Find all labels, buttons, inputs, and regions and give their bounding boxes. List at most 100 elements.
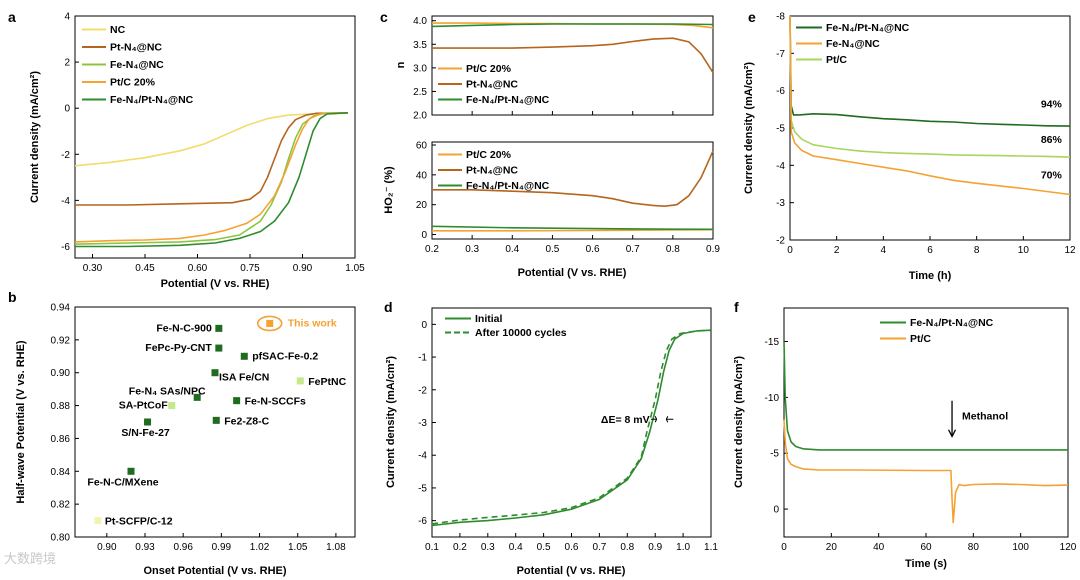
legend-label-e: Fe-N₄/Pt-N₄@NC xyxy=(826,22,910,34)
scatter-point xyxy=(296,377,304,385)
series-line-e xyxy=(789,15,1071,158)
y-tick-label-a: 2 xyxy=(64,58,70,69)
y-tick-label-b: 0.92 xyxy=(51,335,71,346)
scatter-point-label: ISA Fe/CN xyxy=(219,372,269,384)
x-tick-label-e: 2 xyxy=(834,245,840,256)
scatter-point xyxy=(193,393,201,401)
legend-label-a: Fe-N₄/Pt-N₄@NC xyxy=(110,94,194,106)
x-tick-label-a: 0.30 xyxy=(83,263,103,274)
x-tick-label-a: 0.90 xyxy=(293,263,313,274)
x-tick-label-b: 0.96 xyxy=(173,542,193,553)
x-tick-label-f: 20 xyxy=(826,542,838,553)
x-tick-label-f: 0 xyxy=(781,542,787,553)
x-tick-label-e: 8 xyxy=(974,245,980,256)
x-axis-label-d: Potential (V vs. RHE) xyxy=(517,565,626,577)
x-axis-label-e: Time (h) xyxy=(909,270,952,282)
legend-label-c-bottom: Fe-N₄/Pt-N₄@NC xyxy=(466,180,550,192)
x-tick-label-d: 0.7 xyxy=(592,542,606,553)
x-axis-label-f: Time (s) xyxy=(905,558,947,570)
x-tick-label-f: 100 xyxy=(1012,542,1029,553)
x-tick-label-c-bottom: 0.7 xyxy=(626,244,640,255)
y-tick-label-f: -15 xyxy=(765,337,780,348)
panel-label-f: f xyxy=(734,299,739,315)
y-tick-label-c-top: 4.0 xyxy=(413,16,427,27)
series-line-c-bottom xyxy=(431,225,714,231)
legend-label-c-top: Pt-N₄@NC xyxy=(466,79,518,91)
y-tick-label-c-bottom: 40 xyxy=(416,170,428,181)
series-line-a xyxy=(75,112,349,206)
y-axis-label-a: Current density (mA/cm²) xyxy=(29,71,41,203)
y-tick-label-e: -7 xyxy=(776,49,785,60)
retention-label: 94% xyxy=(1041,98,1063,110)
delta-e-arrow-left xyxy=(651,416,658,423)
scatter-point xyxy=(168,402,176,410)
legend-label-c-bottom: Pt-N₄@NC xyxy=(466,165,518,177)
y-tick-label-b: 0.86 xyxy=(51,434,71,445)
x-tick-label-e: 0 xyxy=(787,245,793,256)
x-tick-label-c-bottom: 0.2 xyxy=(425,244,439,255)
scatter-point xyxy=(211,369,219,377)
x-tick-label-d: 0.4 xyxy=(509,542,523,553)
x-tick-label-b: 0.93 xyxy=(135,542,155,553)
y-tick-label-c-bottom: 20 xyxy=(416,200,428,211)
x-tick-label-d: 0.9 xyxy=(648,542,662,553)
y-tick-label-c-bottom: 60 xyxy=(416,140,428,151)
x-tick-label-e: 4 xyxy=(881,245,887,256)
x-tick-label-c-bottom: 0.8 xyxy=(666,244,680,255)
panel-label-e: e xyxy=(748,9,756,25)
scatter-point xyxy=(240,352,248,360)
x-tick-label-b: 1.05 xyxy=(288,542,308,553)
legend-label-f: Fe-N₄/Pt-N₄@NC xyxy=(910,317,994,329)
legend-label-d: Initial xyxy=(475,313,503,325)
y-tick-label-a: 0 xyxy=(64,104,70,115)
y-tick-label-d: -4 xyxy=(418,451,427,462)
y-axis-label-b: Half-wave Potential (V vs. RHE) xyxy=(15,340,27,504)
scatter-point-label: FePc-Py-CNT xyxy=(145,342,212,354)
y-tick-label-f: -10 xyxy=(765,393,780,404)
series-line-e xyxy=(789,15,1071,196)
y-tick-label-d: -6 xyxy=(418,516,427,527)
series-line-d xyxy=(431,329,712,527)
legend-label-e: Pt/C xyxy=(826,54,847,66)
x-tick-label-d: 0.5 xyxy=(537,542,551,553)
x-tick-label-d: 0.8 xyxy=(620,542,634,553)
y-tick-label-a: -2 xyxy=(61,150,70,161)
series-line-f xyxy=(783,341,1068,451)
y-tick-label-f: 0 xyxy=(773,505,779,516)
plot-frame-c-top xyxy=(431,15,714,116)
x-tick-label-e: 6 xyxy=(927,245,933,256)
plot-frame-d xyxy=(431,307,712,538)
y-tick-label-c-top: 2.0 xyxy=(413,111,427,122)
legend-label-a: Fe-N₄@NC xyxy=(110,59,164,71)
methanol-annotation: Methanol xyxy=(962,411,1008,423)
x-tick-label-f: 80 xyxy=(968,542,980,553)
legend-label-d: After 10000 cycles xyxy=(475,327,567,339)
x-axis-label-a: Potential (V vs. RHE) xyxy=(161,278,270,290)
x-tick-label-c-bottom: 0.5 xyxy=(545,244,559,255)
y-axis-label-e: Current density (mA/cm²) xyxy=(743,62,755,194)
x-tick-label-c-bottom: 0.6 xyxy=(586,244,600,255)
x-tick-label-f: 60 xyxy=(920,542,932,553)
y-tick-label-b: 0.94 xyxy=(51,303,71,314)
panel-label-d: d xyxy=(384,299,393,315)
legend-label-c-bottom: Pt/C 20% xyxy=(466,149,512,161)
watermark: 大数跨境 xyxy=(4,551,57,566)
y-tick-label-d: 0 xyxy=(421,320,427,331)
series-line-a xyxy=(74,112,349,245)
y-axis-label-c-top: n xyxy=(395,61,407,68)
scatter-point-label: Fe-N₄ SAs/NPC xyxy=(129,385,206,397)
methanol-arrow-head xyxy=(947,429,957,438)
series-line-e xyxy=(789,15,1071,127)
y-tick-label-a: -4 xyxy=(61,196,70,207)
panel-label-b: b xyxy=(8,289,17,305)
x-tick-label-f: 40 xyxy=(873,542,885,553)
y-tick-label-a: -6 xyxy=(61,242,70,253)
legend-label-c-top: Pt/C 20% xyxy=(466,63,512,75)
scatter-point xyxy=(266,319,274,327)
scatter-point-label: FePtNC xyxy=(308,376,346,388)
scatter-point-label: This work xyxy=(288,317,337,329)
legend-label-a: NC xyxy=(110,24,126,36)
scatter-point xyxy=(233,397,241,405)
series-line-d xyxy=(431,329,712,525)
